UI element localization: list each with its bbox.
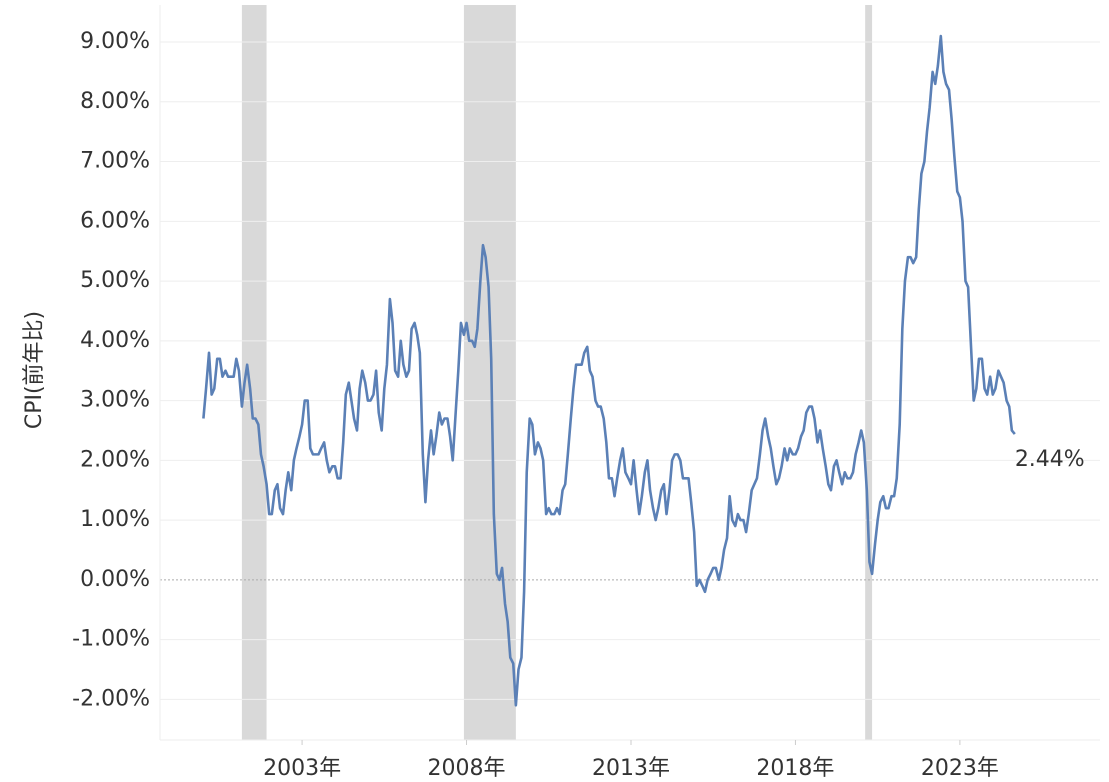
x-tick-label: 2023年 bbox=[921, 756, 999, 781]
y-tick-label: 2.00% bbox=[80, 447, 150, 472]
x-tick-label: 2018年 bbox=[756, 756, 834, 781]
y-tick-label: 9.00% bbox=[80, 29, 150, 54]
x-tick-label: 2008年 bbox=[428, 756, 506, 781]
y-axis-label: CPI(前年比) bbox=[22, 311, 47, 429]
last-value-label: 2.44% bbox=[1015, 447, 1085, 472]
cpi-line bbox=[202, 34, 1016, 707]
y-tick-label: 5.00% bbox=[80, 268, 150, 293]
y-tick-label: 1.00% bbox=[80, 507, 150, 532]
y-tick-label: -2.00% bbox=[72, 686, 150, 711]
recession-band bbox=[865, 5, 873, 740]
y-tick-label: -1.00% bbox=[72, 627, 150, 652]
y-tick-label: 3.00% bbox=[80, 388, 150, 413]
y-tick-label: 6.00% bbox=[80, 208, 150, 233]
y-tick-label: 4.00% bbox=[80, 328, 150, 353]
y-tick-label: 8.00% bbox=[80, 89, 150, 114]
y-tick-label: 0.00% bbox=[80, 567, 150, 592]
y-tick-label: 7.00% bbox=[80, 149, 150, 174]
x-tick-label: 2013年 bbox=[592, 756, 670, 781]
x-tick-label: 2003年 bbox=[263, 756, 341, 781]
